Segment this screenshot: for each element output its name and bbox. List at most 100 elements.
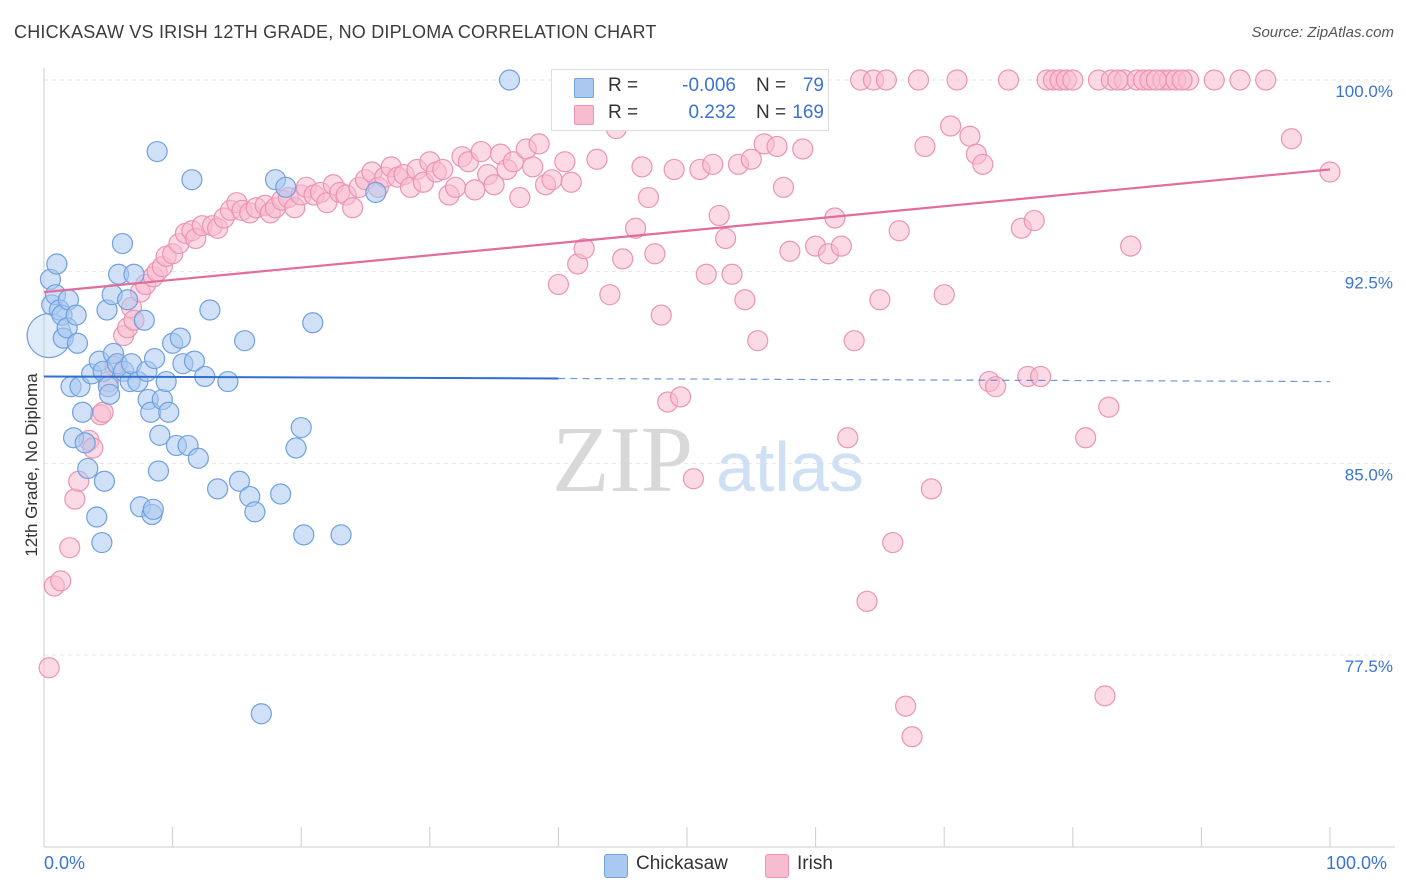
chickasaw-point [330,524,352,546]
chickasaw-point [290,416,312,439]
irish-point [959,125,981,147]
irish-point [1098,396,1120,418]
irish-point [766,135,788,158]
irish-point [1107,69,1129,91]
chickasaw-point [183,350,206,372]
irish-point [1062,69,1084,91]
stats-legend: R = -0.006 N = 79 R = 0.232 N = 169 [551,69,829,131]
irish-point [747,330,769,352]
irish-point [599,284,621,306]
x-tick-label-max: 100.0% [1326,853,1388,873]
irish-point [1229,69,1251,91]
irish-point [940,115,962,137]
chickasaw-point [46,253,68,275]
irish-point [444,176,467,198]
x-tick-label-min: 0.0% [44,853,86,873]
irish-point [38,657,60,679]
chickasaw-point [133,309,155,331]
chickasaw-point [111,232,134,255]
irish-point [682,468,705,490]
irish-swatch [574,105,594,125]
irish-point [997,69,1020,91]
irish-point [573,238,595,260]
trend-lines [43,168,1331,383]
irish-point [888,220,910,242]
irish-point [637,186,660,209]
irish-point [1203,69,1225,91]
irish-point [483,174,505,196]
chickasaw-point [498,69,521,91]
y-tick-label: 92.5% [1345,274,1393,293]
irish-point [1094,685,1116,707]
r-label: R = [608,102,639,123]
chickasaw-point [293,524,315,546]
irish-point [522,156,544,178]
chickasaw-point [207,478,229,500]
chickasaw-point [74,432,96,454]
irish-point [721,263,743,285]
irish-point [708,204,730,227]
irish-point [470,140,492,163]
chickasaw-point [116,289,139,311]
chickasaw-point [77,457,99,480]
chickasaw-point [91,531,113,554]
irish-point [663,158,685,181]
irish-point [1319,161,1341,183]
chickasaw-point [146,140,168,163]
y-tick-label: 85.0% [1345,465,1393,484]
irish-point [779,240,801,262]
r-value: -0.006 [682,75,736,96]
irish-point [901,726,923,748]
chickasaw-point [149,424,171,446]
chickasaw-point [71,401,94,423]
r-label: R = [608,75,639,96]
chickasaw-point [169,327,191,349]
chickasaw-point [86,506,108,528]
chickasaw-points [26,69,521,725]
irish-point [1280,128,1303,150]
irish-point [882,531,904,554]
irish-point [843,330,865,352]
irish-point [612,248,634,270]
irish-point [541,169,563,191]
irish-point [875,69,897,91]
n-value: 169 [792,102,824,123]
n-value: 79 [802,75,824,96]
source-label: Source: ZipAtlas.com [1251,24,1394,41]
y-tick-labels: 77.5% 85.0% 92.5% 100.0% [1335,82,1393,676]
irish-point [772,176,795,198]
irish-point [547,273,570,296]
r-value: 0.232 [688,102,736,123]
irish-point [792,138,814,160]
irish-point [50,570,72,592]
irish-point [554,151,576,173]
irish-points [38,69,1341,748]
irish-point [972,153,994,175]
irish-point [528,133,550,155]
chart-title: CHICKASAW VS IRISH 12TH GRADE, NO DIPLOM… [14,22,657,42]
irish-point [907,69,930,91]
irish-label: Irish [797,853,833,874]
irish-point [502,151,524,173]
chickasaw-point [142,498,164,520]
irish-point [560,171,582,193]
n-label: N = [756,75,787,96]
irish-point [856,590,878,612]
irish-point [895,695,917,717]
chickasaw-point [98,383,121,405]
chickasaw-point [244,501,266,523]
irish-point [1023,209,1045,232]
irish-point [1145,69,1167,91]
irish-point [985,376,1007,398]
chickasaw-point [93,470,116,492]
irish-point [509,186,531,209]
chickasaw-point [302,312,324,334]
irish-point [631,156,653,178]
watermark: ZIP atlas [552,408,864,512]
chickasaw-trend-line-dashed [558,377,1331,383]
chickasaw-point [250,703,272,725]
y-axis-label: 12th Grade, No Diploma [22,373,41,557]
chickasaw-point [65,304,87,326]
irish-point [1171,69,1193,91]
irish-point [702,153,724,175]
